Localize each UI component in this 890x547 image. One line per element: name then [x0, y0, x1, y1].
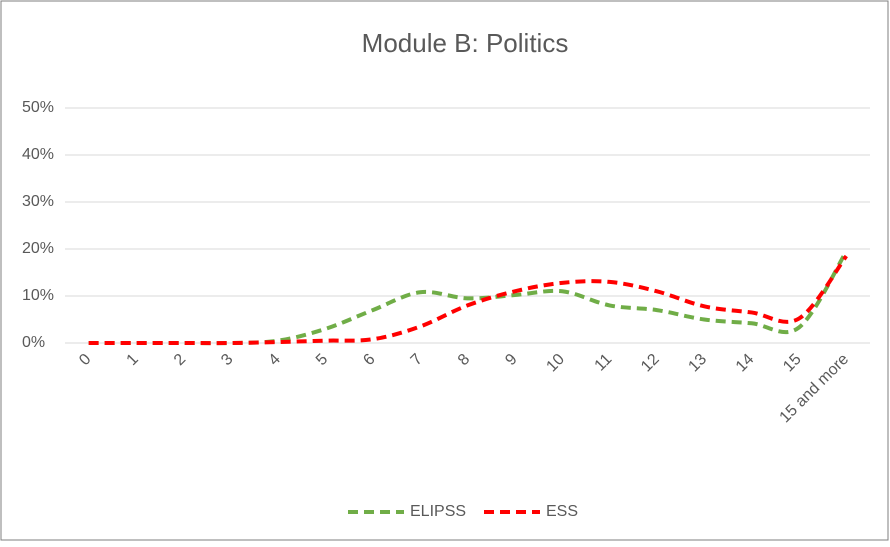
y-tick-label: 50% — [22, 99, 54, 116]
series-line — [88, 254, 848, 346]
legend-label: ESS — [546, 503, 578, 520]
y-tick-label: 10% — [22, 287, 54, 304]
y-tick-label: 30% — [22, 193, 54, 210]
y-tick-label: 40% — [22, 146, 54, 163]
chart-title: Module B: Politics — [362, 28, 569, 58]
legend-label: ELIPSS — [410, 503, 466, 520]
y-tick-label: 20% — [22, 240, 54, 257]
y-tick-label: 0% — [22, 334, 45, 351]
